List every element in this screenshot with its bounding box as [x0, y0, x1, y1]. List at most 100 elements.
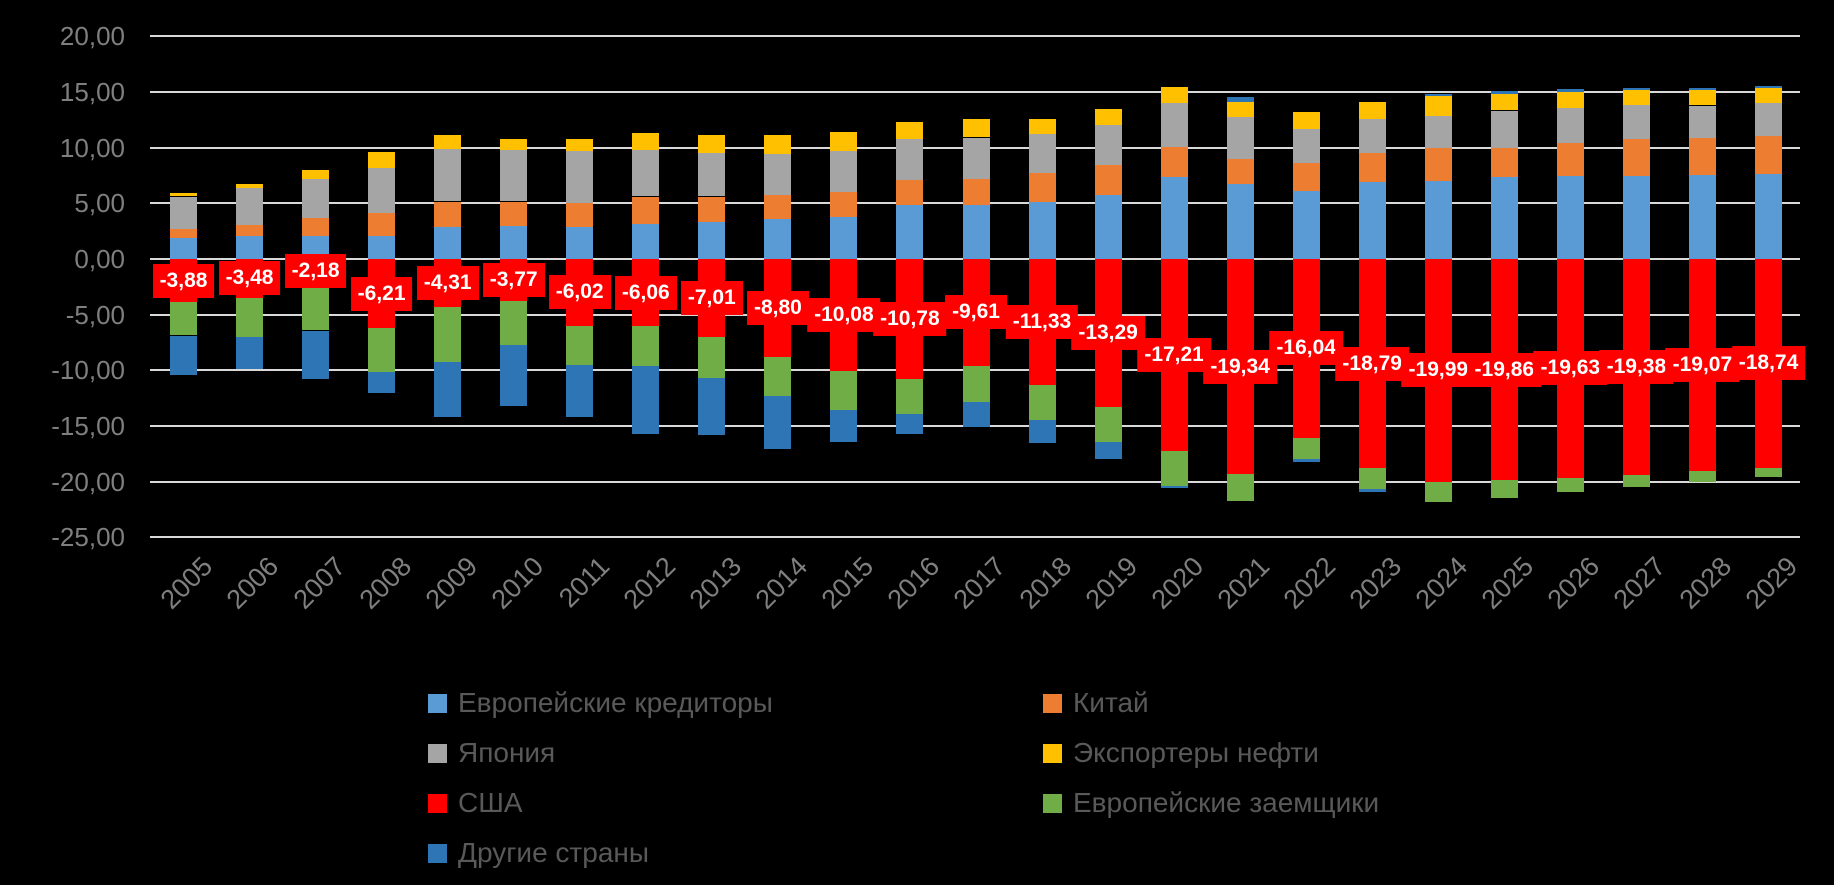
bar-segment [830, 131, 858, 151]
y-tick-label: -20,00 [51, 466, 125, 497]
legend-label: Китай [1073, 687, 1149, 718]
bar-segment [368, 372, 396, 393]
bar-segment [1490, 147, 1518, 178]
bar-segment [1160, 103, 1188, 147]
legend-item: Европейские кредиторы [428, 687, 773, 719]
x-tick-label: 2028 [1673, 551, 1738, 615]
bar-segment [368, 328, 396, 373]
x-tick-label: 2024 [1409, 551, 1474, 615]
legend-item: Китай [1043, 687, 1149, 719]
bar-segment [500, 300, 528, 345]
bar-segment [830, 150, 858, 192]
bar-segment [830, 192, 858, 217]
bar-segment [236, 184, 263, 188]
bar-segment [1755, 467, 1782, 478]
bar-segment [566, 326, 594, 365]
bar-segment [170, 196, 197, 229]
bar-segment [1688, 137, 1716, 175]
bar-segment [1028, 118, 1056, 135]
x-tick-label: 2015 [815, 551, 880, 615]
bar-segment [632, 224, 660, 259]
usa-data-label: -3,77 [482, 262, 545, 297]
bar-segment [500, 149, 528, 202]
y-tick-label: -25,00 [51, 522, 125, 553]
bar-segment [764, 135, 792, 155]
bar-segment [1755, 102, 1782, 136]
legend-label: Европейские кредиторы [458, 687, 773, 718]
bar-segment [1556, 108, 1584, 144]
bar-segment [1226, 97, 1254, 102]
bar-segment [962, 204, 990, 259]
legend-swatch [1043, 743, 1062, 763]
bar-segment [1622, 474, 1650, 488]
bar-segment [896, 205, 924, 259]
bar-segment [1622, 138, 1650, 176]
x-tick-label: 2012 [617, 551, 682, 615]
legend-label: Япония [458, 737, 556, 768]
bar-segment [1094, 407, 1122, 442]
bar-segment [1622, 105, 1650, 139]
y-tick-label: 10,00 [59, 132, 125, 163]
bar-segment [302, 283, 330, 331]
bar-segment [1094, 441, 1122, 459]
x-tick-label: 2018 [1013, 551, 1078, 615]
x-tick-label: 2010 [485, 551, 549, 615]
bar-segment [1424, 96, 1452, 116]
bar-segment [236, 187, 263, 225]
x-tick-label: 2029 [1740, 551, 1804, 615]
bar-segment [1292, 163, 1320, 191]
bar-segment [896, 379, 924, 414]
bar-segment [434, 361, 462, 418]
x-tick-label: 2014 [749, 551, 814, 615]
bar-segment [698, 153, 726, 197]
usa-data-label: -6,02 [548, 275, 611, 310]
bar-segment [830, 216, 858, 259]
usa-data-label: -6,06 [614, 275, 677, 310]
bar-segment [236, 337, 263, 370]
usa-data-label: -13,29 [1071, 315, 1145, 350]
bar-segment [830, 409, 858, 442]
bar-segment [1755, 136, 1782, 174]
bar-segment [1094, 195, 1122, 259]
x-tick-label: 2022 [1277, 551, 1342, 615]
bar-segment [434, 306, 462, 362]
legend-item: Япония [428, 737, 555, 769]
usa-data-label: -4,31 [416, 265, 479, 300]
x-tick-label: 2016 [881, 551, 946, 615]
bar-segment [170, 193, 197, 197]
grid-line [150, 35, 1800, 38]
bar-segment [170, 238, 197, 259]
bar-segment [1292, 190, 1320, 259]
bar-segment [500, 138, 528, 150]
bar-segment [368, 236, 396, 259]
bar-segment [236, 224, 263, 236]
x-tick-label: 2021 [1211, 551, 1276, 615]
bar-segment [1226, 183, 1254, 259]
bar-segment [1160, 450, 1188, 486]
bar-segment [1622, 89, 1650, 106]
bar-segment [1094, 108, 1122, 126]
bar-segment [1028, 385, 1056, 420]
x-tick-label: 2020 [1145, 551, 1210, 615]
bar-segment [698, 378, 726, 435]
bar-segment [1622, 175, 1650, 259]
bar-segment [1688, 471, 1716, 483]
usa-data-label: -17,21 [1137, 337, 1211, 372]
y-tick-label: -5,00 [65, 299, 125, 330]
x-tick-label: 2008 [353, 551, 417, 615]
bar-segment [302, 169, 330, 179]
bar-segment [1358, 102, 1386, 119]
bar-segment [1556, 477, 1584, 493]
legend-label: Экспортеры нефти [1073, 737, 1319, 768]
bar-segment [698, 196, 726, 223]
bar-segment [1424, 148, 1452, 181]
bar-segment [632, 196, 660, 225]
bar-segment [434, 135, 462, 149]
bar-segment [698, 337, 726, 379]
bar-segment [632, 132, 660, 150]
x-tick-label: 2007 [287, 551, 351, 615]
y-tick-label: -10,00 [51, 355, 125, 386]
bar-segment [1226, 158, 1254, 184]
bar-segment [1028, 134, 1056, 174]
bar-segment [962, 178, 990, 205]
